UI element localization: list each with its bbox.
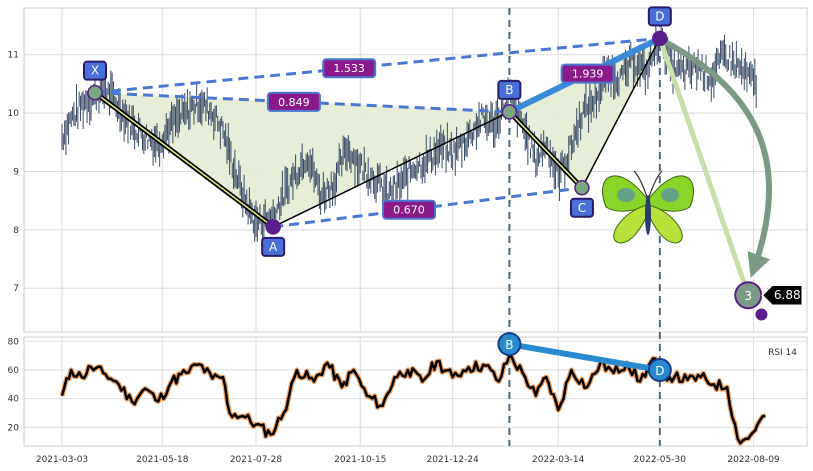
low-point-marker	[755, 308, 768, 321]
ratio-badge	[560, 63, 615, 84]
dashed-line-xb	[94, 91, 510, 114]
price-y-tick-label: 11	[8, 51, 19, 61]
rsi-connector-bd	[508, 341, 661, 373]
leg-cd	[581, 38, 661, 189]
pattern-label: X	[91, 64, 99, 78]
leg-bc-highlight	[508, 111, 583, 189]
x-tick-label: 2021-07-28	[230, 455, 283, 465]
pattern-label-badge	[497, 79, 522, 100]
pattern-label: D	[655, 9, 664, 23]
rsi-y-tick-label: 40	[8, 395, 20, 405]
rsi-y-tick-label: 60	[8, 366, 20, 376]
x-tick-label: 2021-10-15	[334, 455, 386, 465]
ratio-label: 0.670	[393, 204, 425, 217]
rsi-pattern-label: B	[505, 338, 513, 352]
price-y-tick-label: 7	[13, 284, 19, 294]
rsi-pattern-point	[647, 357, 672, 382]
butterfly-wing-spot	[617, 188, 635, 202]
pattern-point-c	[574, 180, 590, 196]
ratio-label: 1.533	[333, 62, 365, 75]
x-tick-label: 2021-12-24	[426, 455, 479, 465]
butterfly-icon	[601, 170, 695, 244]
rsi-y-tick-label: 20	[8, 423, 20, 433]
pattern-label: A	[269, 240, 278, 254]
x-tick-label: 2021-05-18	[136, 455, 189, 465]
leg-ab	[272, 111, 510, 228]
rsi-pattern-point	[497, 332, 522, 357]
pattern-label: C	[578, 201, 586, 215]
target-price-label: 6.88	[774, 288, 801, 302]
x-tick-label: 2022-08-09	[727, 455, 780, 465]
rsi-y-tick-label: 80	[8, 337, 20, 347]
pattern-label: B	[505, 83, 513, 97]
dashed-line-ac	[272, 186, 583, 229]
ratio-label: 0.849	[278, 96, 310, 109]
price-y-tick-label: 8	[13, 226, 19, 236]
butterfly-body	[645, 195, 651, 235]
pattern-label-badge	[647, 6, 672, 27]
curved-target-arrow	[664, 39, 772, 278]
pattern-label-badge	[82, 60, 107, 81]
pattern-label-badge	[261, 236, 286, 257]
target-projection-line	[657, 37, 751, 297]
price-y-tick-label: 9	[13, 167, 19, 177]
leg-xa-highlight	[94, 92, 274, 228]
dashed-line-xd	[94, 36, 660, 95]
ratio-badge	[382, 199, 437, 220]
pattern-point-a	[265, 219, 281, 235]
pattern-label-badge	[569, 197, 594, 218]
pattern-point-d	[652, 30, 668, 47]
butterfly-wing	[647, 204, 683, 244]
target-price-tag	[761, 284, 803, 306]
ratio-label: 1.939	[572, 68, 604, 81]
butterfly-wing	[613, 204, 649, 244]
butterfly-antenna	[633, 170, 663, 198]
x-tick-label: 2022-03-14	[532, 455, 585, 465]
price-y-tick-label: 10	[8, 109, 20, 119]
x-tick-label: 2021-03-03	[36, 455, 88, 465]
pattern-point-b	[501, 104, 518, 120]
target-marker-label: 3	[744, 289, 752, 303]
ratio-badge	[322, 58, 377, 79]
rsi-pattern-label: D	[655, 364, 664, 378]
butterfly-wing-spot	[661, 188, 679, 202]
x-tick-label: 2022-05-30	[634, 455, 687, 465]
rsi-title: RSI 14	[768, 348, 797, 358]
pattern-point-x	[87, 84, 103, 101]
ratio-badge	[266, 91, 321, 112]
